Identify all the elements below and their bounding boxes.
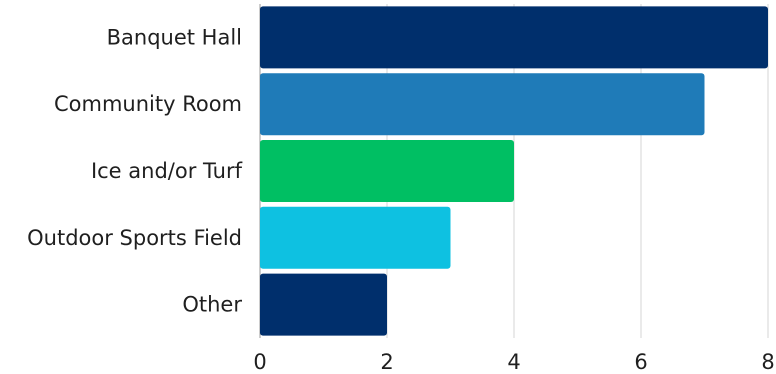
category-label-outdoor-sports-field: Outdoor Sports Field: [27, 226, 242, 250]
x-tick-label-6: 6: [634, 350, 647, 374]
bar-outdoor-sports-field: [260, 206, 451, 269]
category-label-other: Other: [182, 293, 242, 317]
category-label-banquet-hall: Banquet Hall: [107, 25, 242, 49]
x-tick-label-0: 0: [253, 350, 266, 374]
x-axis-tick-labels: 0 2 4 6 8: [253, 350, 774, 374]
category-label-ice-and-or-turf: Ice and/or Turf: [91, 159, 243, 183]
bars: [260, 6, 768, 336]
category-label-community-room: Community Room: [54, 92, 242, 116]
bar-banquet-hall: [260, 6, 768, 69]
x-tick-label-4: 4: [507, 350, 520, 374]
bar-other: [260, 273, 387, 336]
x-tick-label-8: 8: [761, 350, 774, 374]
x-tick-label-2: 2: [380, 350, 393, 374]
bar-ice-and-or-turf: [260, 140, 514, 202]
bar-community-room: [260, 73, 705, 136]
category-labels: Banquet Hall Community Room Ice and/or Tur…: [27, 25, 242, 316]
